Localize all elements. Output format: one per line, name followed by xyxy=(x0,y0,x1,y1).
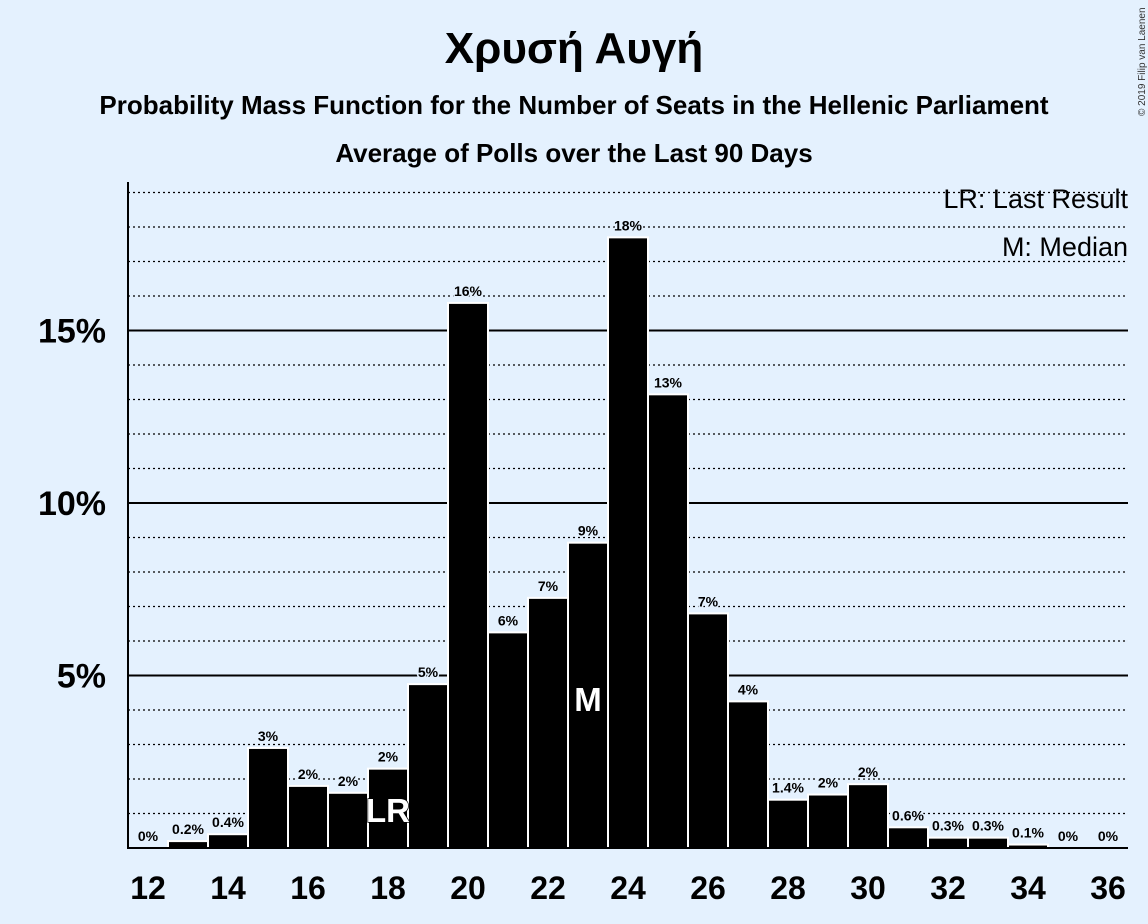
bars-group xyxy=(167,236,1049,850)
bar xyxy=(767,798,809,850)
x-tick-label: 18 xyxy=(370,870,406,906)
bar-value-label: 7% xyxy=(538,578,559,594)
bar xyxy=(327,791,369,849)
bar xyxy=(527,596,569,849)
legend-last-result: LR: Last Result xyxy=(943,184,1128,214)
bar-value-label: 13% xyxy=(654,374,683,390)
bar-value-label: 0.1% xyxy=(1012,825,1044,841)
bar xyxy=(807,793,849,850)
bar xyxy=(887,826,929,849)
bar-value-label: 7% xyxy=(698,593,719,609)
bar-value-label: 2% xyxy=(818,775,839,791)
x-tick-label: 12 xyxy=(130,870,166,906)
x-tick-label: 16 xyxy=(290,870,326,906)
bar-value-label: 2% xyxy=(378,749,399,765)
bar xyxy=(607,236,649,850)
chart-subtitle-2: Average of Polls over the Last 90 Days xyxy=(335,138,813,168)
bar xyxy=(847,783,889,849)
bar-value-label: 1.4% xyxy=(772,780,804,796)
bar xyxy=(447,301,489,849)
legend-median: M: Median xyxy=(1001,232,1128,262)
x-tick-label: 36 xyxy=(1090,870,1126,906)
bar xyxy=(167,840,209,849)
bar xyxy=(927,836,969,850)
bar-value-label: 4% xyxy=(738,681,759,697)
x-tick-label: 34 xyxy=(1010,870,1046,906)
y-tick-label: 5% xyxy=(57,658,106,696)
axes-group xyxy=(127,182,1128,849)
bar-value-label: 6% xyxy=(498,612,519,628)
x-tick-label: 20 xyxy=(450,870,486,906)
last-result-marker: LR xyxy=(366,792,410,829)
x-tick-label: 32 xyxy=(930,870,966,906)
chart-subtitle: Probability Mass Function for the Number… xyxy=(99,90,1049,120)
bar-value-label: 0% xyxy=(1058,828,1079,844)
bar xyxy=(647,393,689,849)
x-tick-label: 14 xyxy=(210,870,246,906)
bar-value-label: 0% xyxy=(138,828,159,844)
bar xyxy=(727,700,769,849)
y-tick-label: 10% xyxy=(38,485,106,523)
bar-value-label: 2% xyxy=(298,766,319,782)
bar xyxy=(407,683,449,849)
x-tick-label: 22 xyxy=(530,870,566,906)
bar-value-label: 0.2% xyxy=(172,821,204,837)
x-tick-label: 30 xyxy=(850,870,886,906)
bar-value-label: 0.4% xyxy=(212,814,244,830)
bar-value-label: 0% xyxy=(1098,828,1119,844)
bar-value-label: 0.3% xyxy=(972,818,1004,834)
chart-title: Χρυσή Αυγή xyxy=(444,24,704,73)
bar xyxy=(207,833,249,850)
bar-value-label: 9% xyxy=(578,523,599,539)
bar xyxy=(287,784,329,850)
bar xyxy=(247,746,289,850)
bar-value-label: 18% xyxy=(614,217,643,233)
bar-labels-group: 0% 0.2% 0.4% 3% 2% 2% 2% 5% 16% 6% 7% 9% 18% 13% 7% 4% 1… xyxy=(136,216,1120,846)
bar xyxy=(967,836,1009,850)
bar xyxy=(687,612,729,850)
x-tick-label: 24 xyxy=(610,870,646,906)
bar-value-label: 0.6% xyxy=(892,807,924,823)
y-tick-label: 15% xyxy=(38,313,106,351)
bar-value-label: 2% xyxy=(858,764,879,780)
bar xyxy=(487,631,529,849)
bar-value-label: 0.3% xyxy=(932,818,964,834)
bar-value-label: 3% xyxy=(258,728,279,744)
x-tick-label: 28 xyxy=(770,870,806,906)
bar-value-label: 16% xyxy=(454,283,483,299)
bar-value-label: 5% xyxy=(418,664,439,680)
bar-value-label: 2% xyxy=(338,773,359,789)
x-tick-label: 26 xyxy=(690,870,726,906)
median-marker: M xyxy=(574,681,602,718)
markers-group: LR M xyxy=(365,680,602,830)
tick-labels-group: 5% 10% 15% 12 14 16 18 20 22 24 26 28 30 32 34 36 xyxy=(38,313,1126,907)
